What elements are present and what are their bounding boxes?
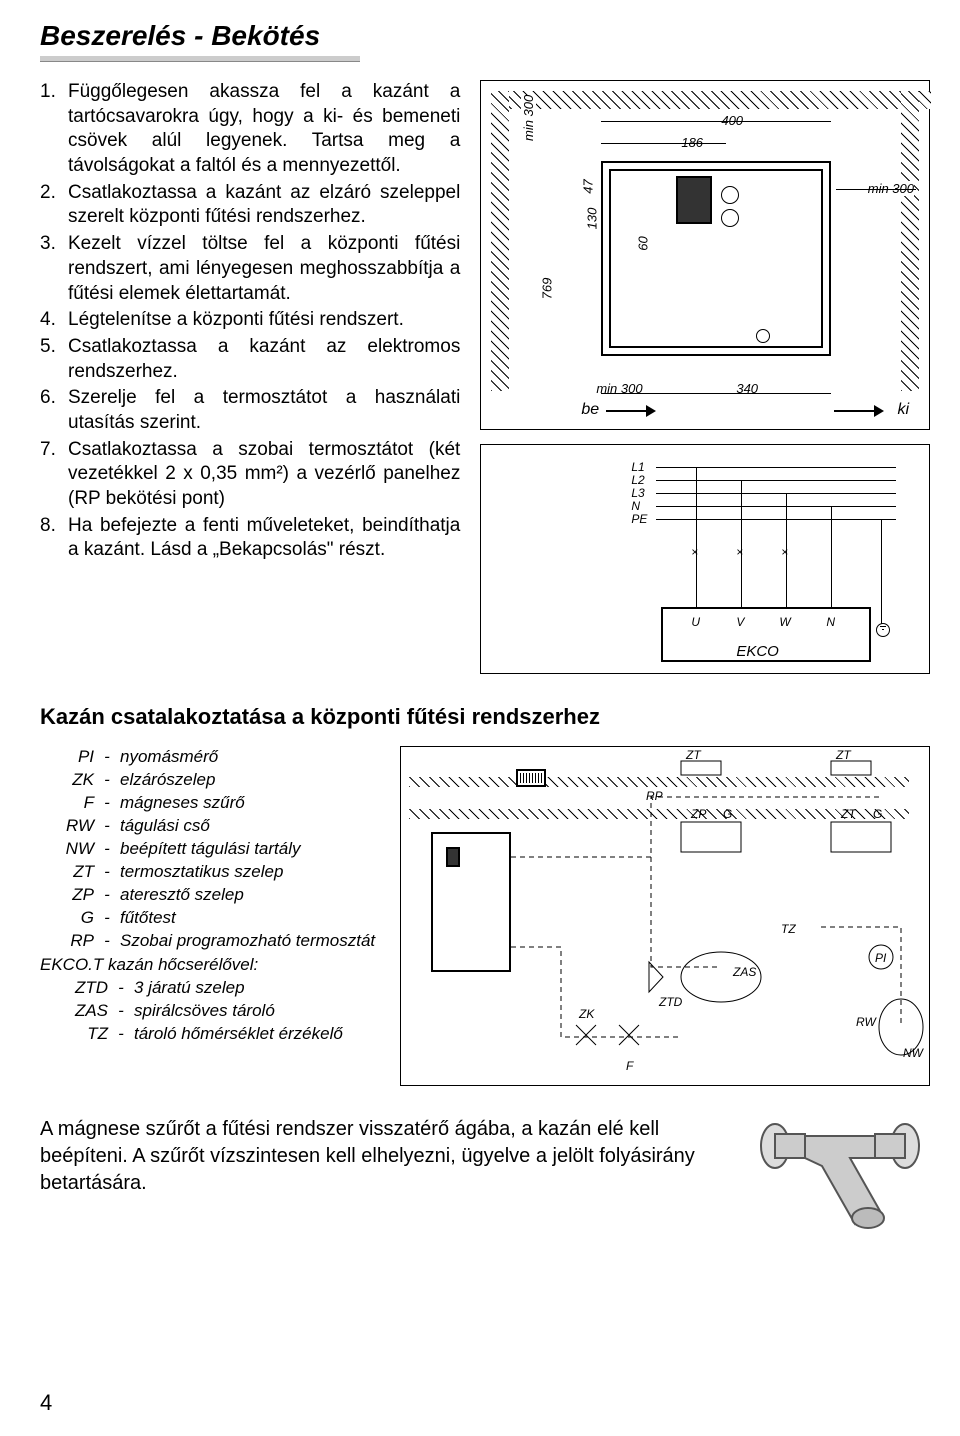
- sys-label: ZT: [686, 748, 701, 762]
- legend-item: NW-beépített tágulási tartály: [40, 838, 380, 861]
- step-text: Csatlakoztassa a szobai termosztátot (ké…: [68, 438, 460, 512]
- wiring-label: PE: [631, 512, 647, 526]
- sys-label: TZ: [781, 922, 796, 936]
- sys-label: ZP: [691, 807, 706, 821]
- sys-label: NW: [903, 1046, 923, 1060]
- step-item: 2.Csatlakoztassa a kazánt az elzáró szel…: [40, 181, 460, 230]
- step-num: 2.: [40, 181, 68, 230]
- wiring-label: L3: [631, 486, 644, 500]
- step-num: 7.: [40, 438, 68, 512]
- label-be: be: [581, 401, 599, 419]
- legend-item: G-fűtőtest: [40, 907, 380, 930]
- sys-label: ZT: [836, 748, 851, 762]
- filter-illustration: [750, 1116, 930, 1236]
- wiring-label: U: [691, 615, 700, 629]
- sys-label: PI: [875, 951, 886, 965]
- step-item: 5.Csatlakoztassa a kazánt az elektromos …: [40, 335, 460, 384]
- step-num: 3.: [40, 232, 68, 306]
- step-text: Kezelt vízzel töltse fel a központi fűté…: [68, 232, 460, 306]
- step-text: Ha befejezte a fenti műveleteket, beindí…: [68, 514, 460, 563]
- step-num: 8.: [40, 514, 68, 563]
- step-text: Légtelenítse a központi fűtési rendszert…: [68, 308, 460, 333]
- sys-label: G: [873, 807, 882, 821]
- sys-label: F: [626, 1059, 633, 1073]
- wiring-label: V: [736, 615, 744, 629]
- piping-svg: [401, 747, 929, 1085]
- legend-note: EKCO.T kazán hőcserélővel:: [40, 954, 380, 977]
- step-text: Csatlakoztassa a kazánt az elzáró szelep…: [68, 181, 460, 230]
- step-item: 6.Szerelje fel a termosztátot a használa…: [40, 386, 460, 435]
- step-item: 8.Ha befejezte a fenti műveleteket, bein…: [40, 514, 460, 563]
- dim-label: min 300: [521, 95, 536, 141]
- sys-label: ZK: [579, 1007, 594, 1021]
- legend-item: ZK-elzárószelep: [40, 769, 380, 792]
- legend-item: F-mágneses szűrő: [40, 792, 380, 815]
- step-num: 1.: [40, 80, 68, 179]
- legend: PI-nyomásmérő ZK-elzárószelep F-mágneses…: [40, 746, 380, 1086]
- dim-label: 60: [636, 236, 651, 250]
- sys-label: RW: [856, 1015, 876, 1029]
- dim-label: 47: [581, 179, 596, 193]
- legend-item: ZP-ateresztő szelep: [40, 884, 380, 907]
- wiring-label: L1: [631, 460, 644, 474]
- legend-item: ZTD-3 járatú szelep: [40, 977, 380, 1000]
- wiring-diagram: L1 L2 L3 N PE × × × U V W N: [480, 444, 930, 674]
- sys-label: ZT: [841, 807, 856, 821]
- wiring-label: N: [631, 499, 640, 513]
- diagrams-column: min 300 400 186 130 47 60 769 min 300 mi…: [480, 80, 930, 674]
- dim-label: 130: [585, 208, 600, 230]
- legend-item: ZAS-spirálcsöves tároló: [40, 1000, 380, 1023]
- legend-item: ZT-termosztatikus szelep: [40, 861, 380, 884]
- title-underline: [40, 56, 360, 62]
- wiring-label: L2: [631, 473, 644, 487]
- legend-item: RW-tágulási cső: [40, 815, 380, 838]
- sys-label: RP: [646, 789, 663, 803]
- bottom-text: A mágnese szűrőt a fűtési rendszer vissz…: [40, 1116, 730, 1197]
- wiring-label: W: [779, 615, 790, 629]
- bottom-section: A mágnese szűrőt a fűtési rendszer vissz…: [40, 1116, 930, 1236]
- sys-label: ZAS: [733, 965, 756, 979]
- page-title: Beszerelés - Bekötés: [40, 20, 930, 52]
- top-section: 1.Függőlegesen akassza fel a kazánt a ta…: [40, 80, 930, 674]
- install-diagram: min 300 400 186 130 47 60 769 min 300 mi…: [480, 80, 930, 430]
- section2-title: Kazán csatalakoztatása a központi fűtési…: [40, 704, 930, 730]
- step-text: Csatlakoztassa a kazánt az elektromos re…: [68, 335, 460, 384]
- legend-item: PI-nyomásmérő: [40, 746, 380, 769]
- sys-label: G: [723, 807, 732, 821]
- step-text: Szerelje fel a termosztátot a használati…: [68, 386, 460, 435]
- step-num: 4.: [40, 308, 68, 333]
- step-item: 3.Kezelt vízzel töltse fel a központi fű…: [40, 232, 460, 306]
- wiring-ekco: EKCO: [736, 643, 779, 660]
- step-item: 4.Légtelenítse a központi fűtési rendsze…: [40, 308, 460, 333]
- label-ki: ki: [897, 401, 909, 419]
- steps-list: 1.Függőlegesen akassza fel a kazánt a ta…: [40, 80, 460, 674]
- step-item: 7.Csatlakoztassa a szobai termosztátot (…: [40, 438, 460, 512]
- legend-item: TZ-tároló hőmérséklet érzékelő: [40, 1023, 380, 1046]
- step-num: 5.: [40, 335, 68, 384]
- step-item: 1.Függőlegesen akassza fel a kazánt a ta…: [40, 80, 460, 179]
- wiring-label: N: [826, 615, 835, 629]
- system-diagram: ZT ZT ZP G ZT G RP TZ ZTD ZAS ZK F PI RW…: [400, 746, 930, 1086]
- step-num: 6.: [40, 386, 68, 435]
- dim-label: 769: [540, 278, 555, 300]
- page-number: 4: [40, 1390, 52, 1416]
- legend-item: RP-Szobai programozható termosztát: [40, 930, 380, 953]
- step-text: Függőlegesen akassza fel a kazánt a tart…: [68, 80, 460, 179]
- sys-label: ZTD: [659, 995, 682, 1009]
- section2: PI-nyomásmérő ZK-elzárószelep F-mágneses…: [40, 746, 930, 1086]
